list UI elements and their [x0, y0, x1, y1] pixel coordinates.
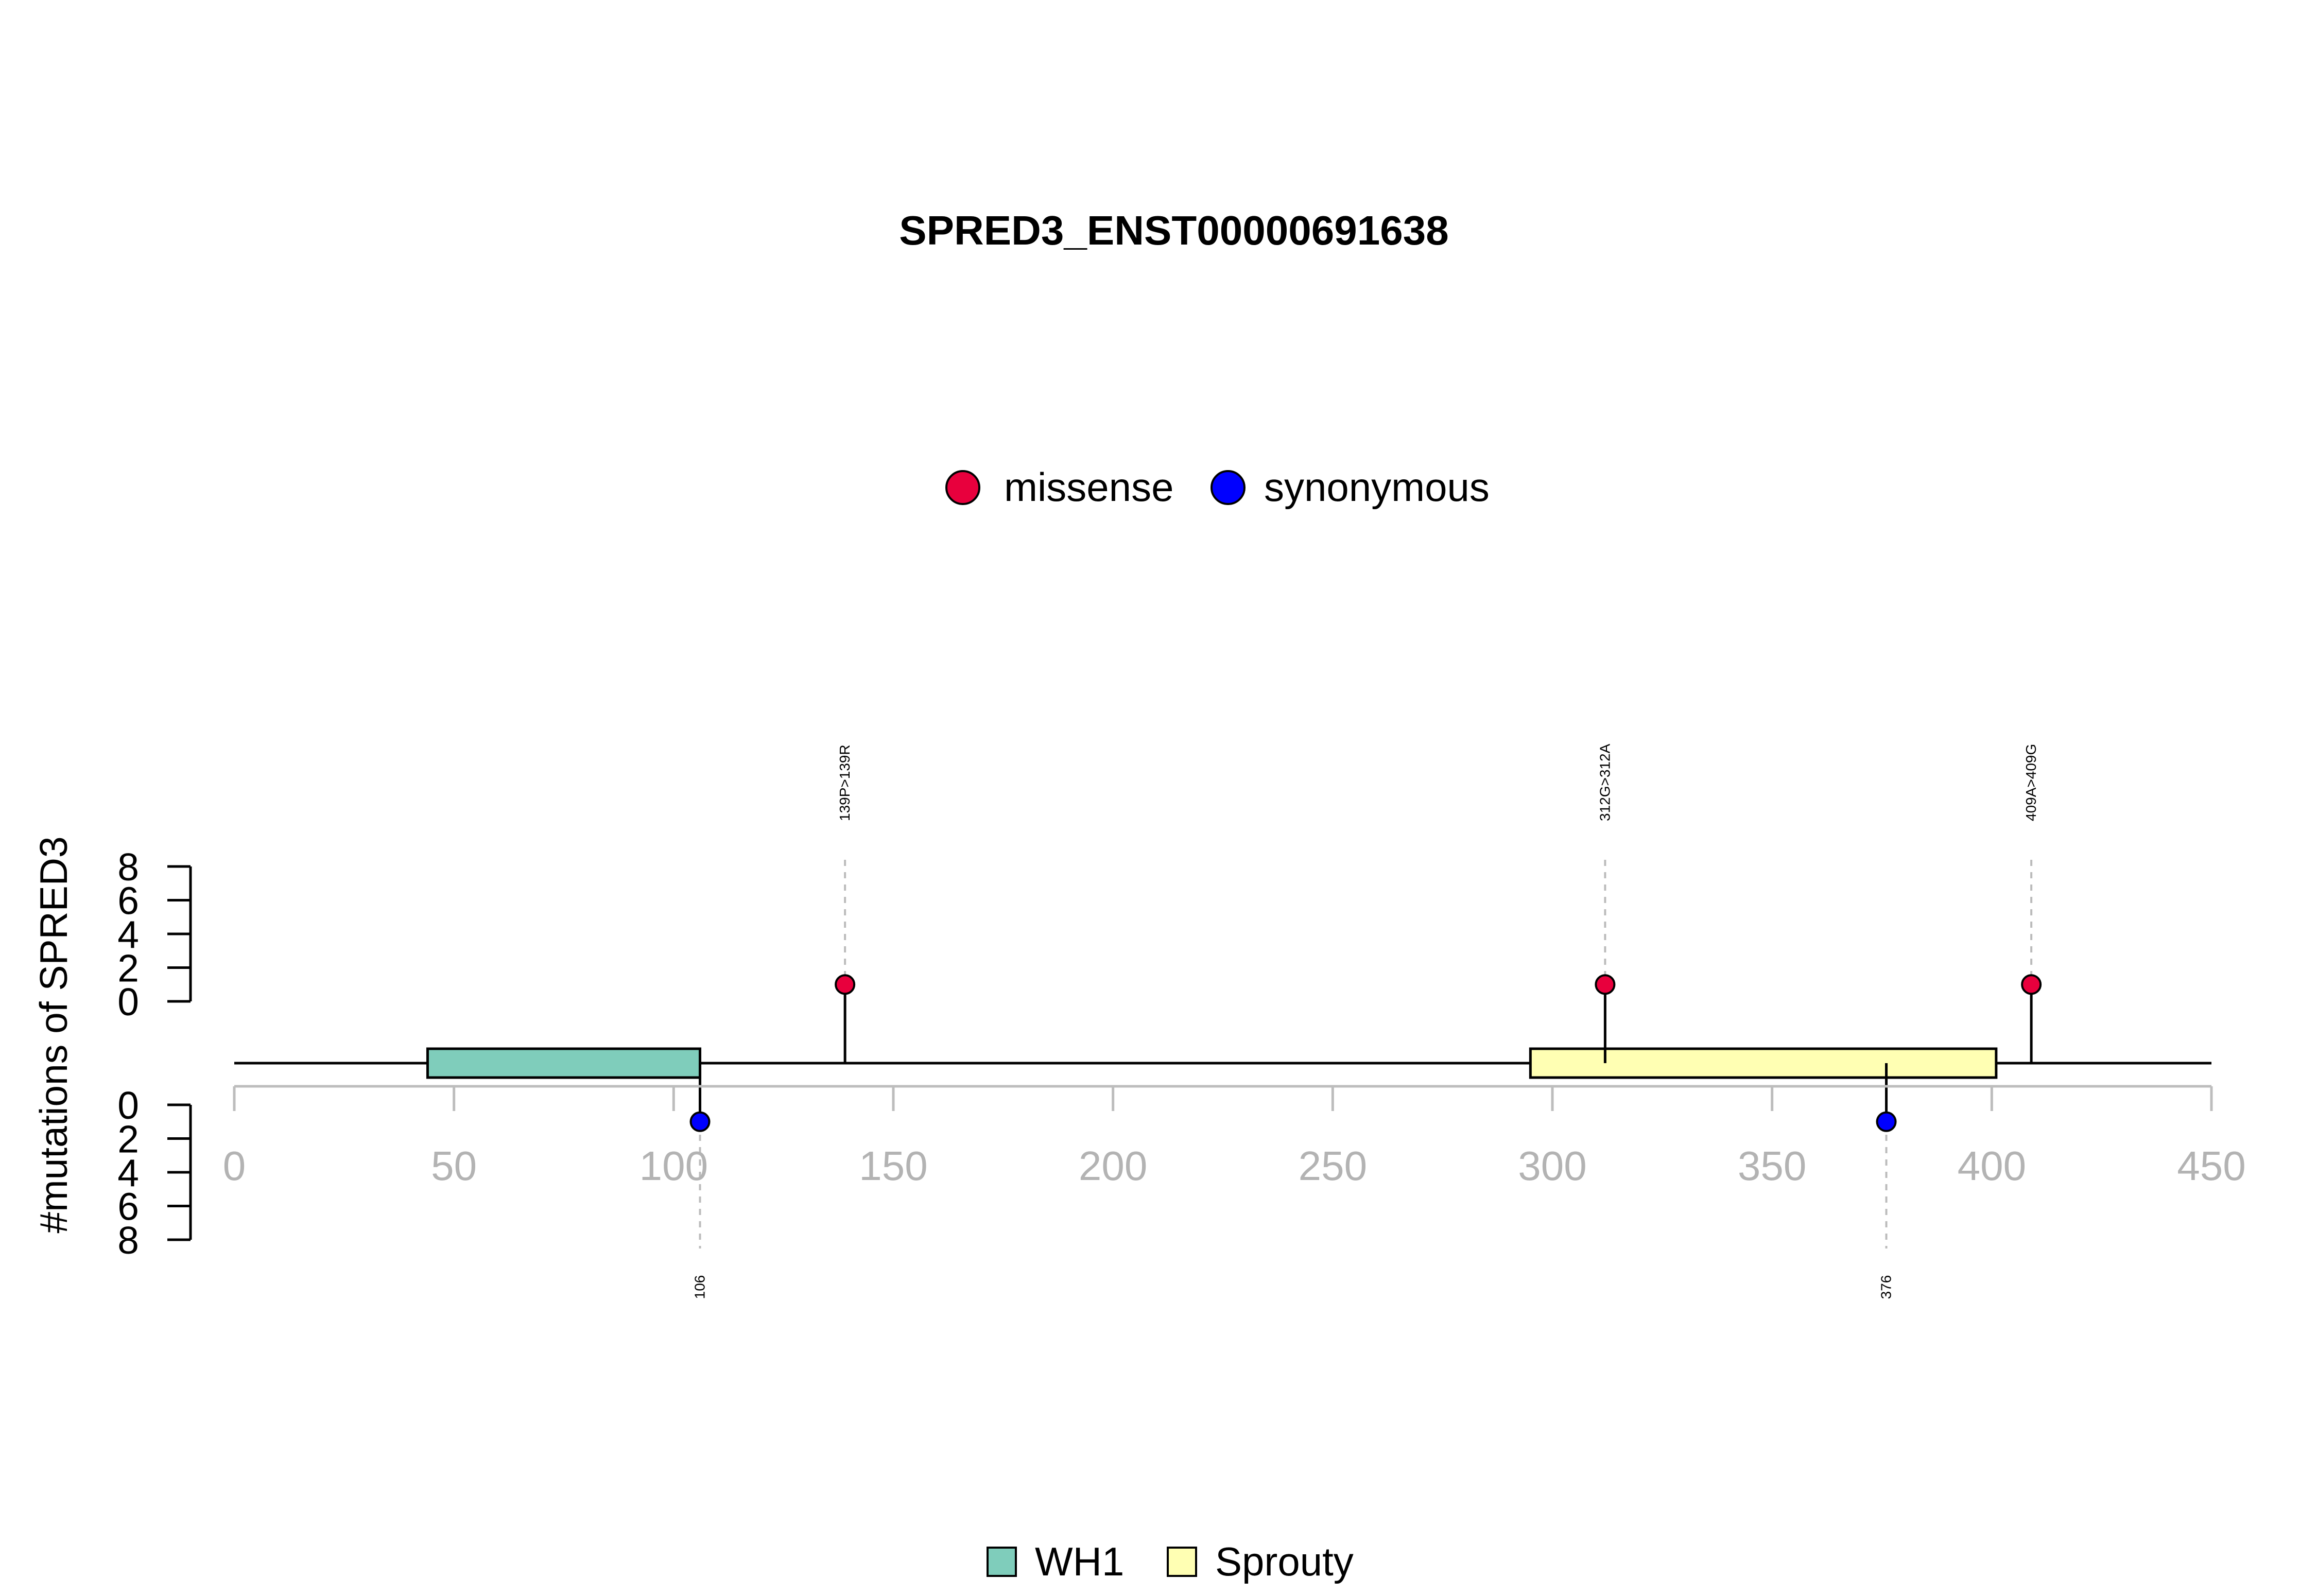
- protein-domains: [426, 1047, 1998, 1079]
- legend-label-missense: missense: [1004, 464, 1173, 510]
- legend-swatch-wh1: [987, 1547, 1017, 1577]
- domain-legend: WH1 Sprouty: [987, 1539, 1354, 1584]
- mutation-label-376: 376: [1878, 1275, 1894, 1299]
- y-tick-label-top-4: 4: [117, 913, 139, 956]
- mutation-label-312: 312G>312A: [1597, 743, 1613, 821]
- mutation-label-106: 106: [692, 1275, 708, 1299]
- mutation-point-106: [689, 1111, 711, 1132]
- mutation-labels: 139P>139R 312G>312A 409A>409G 106 376: [692, 743, 2039, 1299]
- domain-wh1: [426, 1047, 702, 1079]
- mutation-label-139: 139P>139R: [837, 744, 853, 821]
- x-tick-label-450: 450: [2177, 1143, 2245, 1189]
- x-tick-label-0: 0: [223, 1143, 246, 1189]
- legend-swatch-sprouty: [1167, 1547, 1197, 1577]
- y-tick-label-bottom-8: 8: [117, 1219, 139, 1262]
- chart-title: SPRED3_ENST00000691638: [899, 207, 1448, 253]
- y-tick-label-bottom-0: 0: [117, 1084, 139, 1127]
- y-axis-label: #mutations of SPRED3: [32, 836, 75, 1233]
- mutation-point-312: [1595, 974, 1616, 995]
- x-tick-label-150: 150: [859, 1143, 927, 1189]
- x-tick-label-300: 300: [1518, 1143, 1586, 1189]
- legend-label-sprouty: Sprouty: [1215, 1539, 1354, 1584]
- y-tick-label-top-8: 8: [117, 845, 139, 889]
- y-tick-label-top-0: 0: [117, 980, 139, 1023]
- y-tick-label-bottom-4: 4: [117, 1151, 139, 1194]
- mutation-points: [689, 974, 2042, 1132]
- mutation-guide-lines: [699, 860, 2033, 1248]
- y-tick-label-top-2: 2: [117, 947, 139, 990]
- legend-label-synonymous: synonymous: [1264, 464, 1490, 510]
- mutation-point-376: [1876, 1111, 1897, 1132]
- x-tick-label-250: 250: [1299, 1143, 1367, 1189]
- legend-label-wh1: WH1: [1035, 1539, 1124, 1584]
- x-tick-label-100: 100: [639, 1143, 708, 1189]
- x-tick-label-400: 400: [1958, 1143, 2026, 1189]
- mutation-label-409: 409A>409G: [2023, 744, 2039, 821]
- x-tick-label-350: 350: [1738, 1143, 1806, 1189]
- mutation-point-139: [835, 974, 856, 995]
- x-axis: 0 50 100 150 200 250 300 350 400 450: [223, 1085, 2246, 1189]
- legend-marker-missense: [945, 470, 980, 505]
- mutation-legend: missense synonymous: [945, 464, 1490, 510]
- domain-sprouty: [1529, 1047, 1998, 1079]
- y-tick-label-bottom-2: 2: [117, 1118, 139, 1161]
- y-tick-label-top-6: 6: [117, 879, 139, 923]
- x-tick-label-50: 50: [431, 1143, 477, 1189]
- legend-marker-synonymous: [1211, 470, 1246, 505]
- y-tick-label-bottom-6: 6: [117, 1185, 139, 1228]
- x-tick-label-200: 200: [1079, 1143, 1147, 1189]
- mutation-point-409: [2021, 974, 2042, 995]
